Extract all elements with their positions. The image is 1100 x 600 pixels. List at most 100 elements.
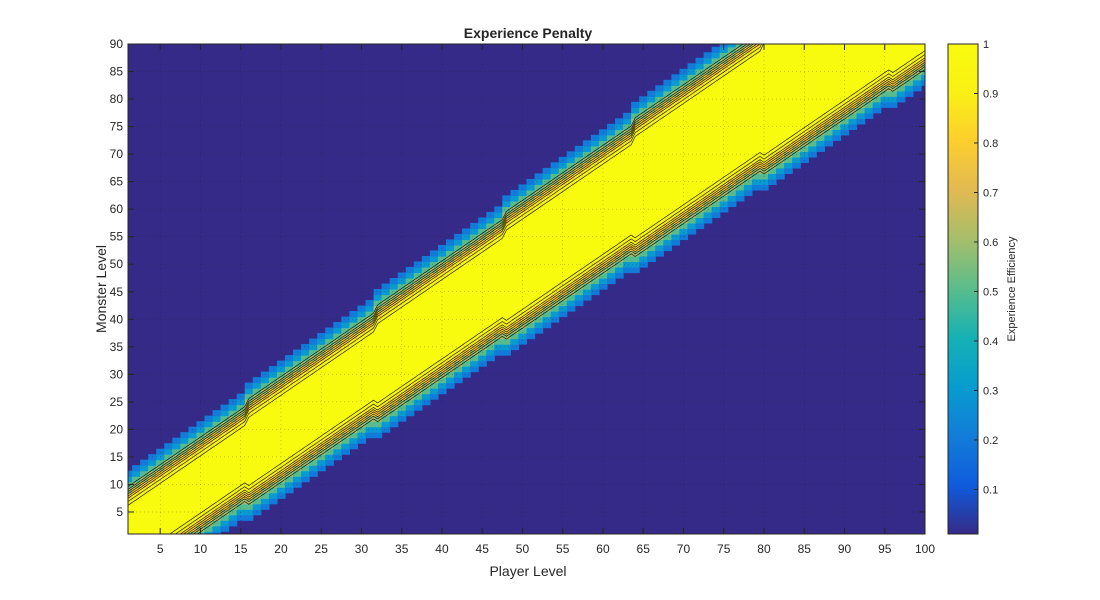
heatmap-cell [421,349,431,356]
heatmap-cell [703,57,713,64]
heatmap-cell [776,74,785,81]
heatmap-cell [397,338,407,345]
heatmap-cell [317,382,326,389]
heatmap-cell [639,239,648,246]
heatmap-cell [824,90,834,97]
heatmap-cell [260,404,270,411]
heatmap-cell [647,228,656,235]
heatmap-cell [784,112,793,119]
heatmap-cell [647,211,656,219]
heatmap-cell [655,211,664,219]
heatmap-cell [301,360,310,367]
heatmap-cell [687,167,697,174]
heatmap-cell [454,300,463,307]
heatmap-cell [164,454,173,461]
heatmap-cell [381,393,391,400]
heatmap-cell [598,178,608,185]
heatmap-cell [301,404,310,411]
heatmap-cell [687,173,697,180]
heatmap-cell [333,443,342,450]
heatmap-cell [832,112,842,119]
heatmap-cell [639,211,648,219]
heatmap-cell [236,393,246,400]
heatmap-cell [808,90,817,97]
heatmap-cell [663,134,673,141]
heatmap-cell [631,151,640,158]
heatmap-cell [486,316,495,323]
heatmap-cell [848,46,858,53]
heatmap-cell [478,349,487,356]
heatmap-cell [550,250,560,257]
heatmap-cell [816,57,825,64]
heatmap-cell [687,79,697,86]
heatmap-cell [276,465,286,472]
heatmap-cell [357,388,367,395]
heatmap-cell [743,162,753,169]
heatmap-cell [284,355,294,362]
heatmap-cell [325,366,334,373]
heatmap-cell [526,244,536,252]
heatmap-cell [397,355,407,362]
heatmap-cell [220,476,230,483]
heatmap-cell [792,101,801,108]
heatmap-cell [486,311,495,318]
heatmap-cell [840,79,850,86]
heatmap-cell [566,272,576,279]
heatmap-cell [550,206,560,213]
heatmap-cell [188,514,198,521]
heatmap-cell [687,156,697,163]
heatmap-cell [462,344,471,351]
heatmap-cell [140,514,149,521]
heatmap-cell [582,189,592,197]
heatmap-cell [132,520,141,527]
heatmap-cell [341,371,350,378]
heatmap-cell [719,162,729,169]
heatmap-cell [357,338,367,345]
heatmap-cell [663,233,673,241]
heatmap-cell [558,283,568,290]
heatmap-cell [462,333,471,340]
heatmap-cell [550,239,560,246]
heatmap-cell [623,173,632,180]
heatmap-cell [647,250,656,257]
heatmap-cell [631,200,640,208]
heatmap-cell [365,300,375,307]
heatmap-cell [800,112,809,119]
heatmap-cell [655,239,664,246]
heatmap-cell [607,178,616,185]
heatmap-cell [212,415,222,422]
heatmap-cell [824,101,834,108]
heatmap-cell [768,90,777,97]
heatmap-cell [212,426,222,433]
heatmap-cell [405,272,415,279]
heatmap-cell [558,272,568,279]
heatmap-cell [365,333,375,340]
heatmap-cell [623,112,632,119]
heatmap-cell [607,189,616,197]
heatmap-cell [574,228,584,235]
heatmap-cell [558,217,568,224]
contour-line [186,61,925,534]
heatmap-cell [695,140,705,147]
heatmap-cell [502,311,511,318]
heatmap-cell [679,156,689,163]
heatmap-cell [607,134,616,141]
heatmap-cell [164,525,173,532]
heatmap-cell [695,90,705,97]
heatmap-cell [751,96,761,103]
x-tick-label: 65 [637,542,651,556]
heatmap-cell [397,322,407,329]
heatmap-cell [252,393,262,400]
heatmap-cell [631,118,640,125]
heatmap-cell [768,129,777,136]
heatmap-cell [647,233,656,241]
heatmap-cell [325,388,334,395]
heatmap-cell [389,316,399,323]
heatmap-cell [494,338,503,345]
heatmap-cell [687,222,697,230]
heatmap-cell [156,459,165,466]
heatmap-cell [598,167,608,174]
heatmap-cell [236,410,246,417]
heatmap-cell [373,388,383,395]
contour-line [189,64,925,534]
